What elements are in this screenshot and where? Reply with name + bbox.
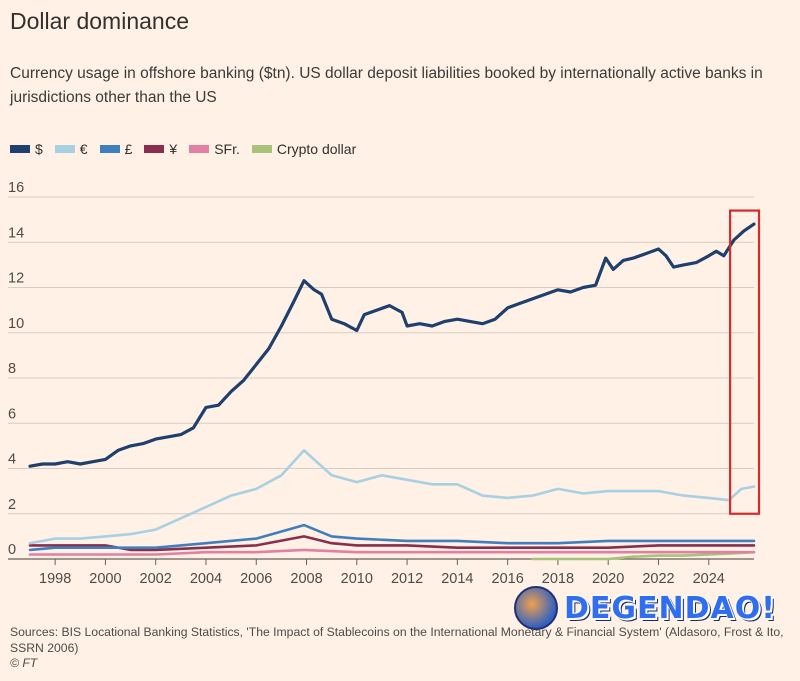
x-tick-label: 2000 (89, 571, 121, 587)
x-tick-label: 2022 (642, 571, 674, 587)
legend-swatch (144, 145, 165, 153)
legend-swatch (54, 145, 75, 153)
legend-item-crypto: Crypto dollar (251, 141, 357, 157)
x-tick-label: 2010 (341, 571, 373, 587)
legend-label: SFr. (214, 141, 240, 157)
legend-item-gbp: £ (99, 141, 133, 157)
watermark: DEGENDAO! (514, 586, 776, 630)
y-tick-label: 4 (8, 452, 16, 468)
x-tick-label: 2014 (441, 571, 473, 587)
y-tick-label: 12 (8, 271, 24, 287)
legend-label: € (79, 141, 88, 157)
series-line (28, 523, 756, 552)
source-note: Sources: BIS Locational Banking Statisti… (10, 625, 784, 655)
grid-lines (8, 196, 754, 560)
y-axis-ticks: 0 2 4 6 8 10 12 14 16 (8, 180, 24, 558)
series-line (28, 548, 756, 556)
x-tick-label: 2008 (290, 571, 322, 587)
x-tick-label: 2016 (492, 571, 524, 587)
x-tick-label: 2004 (190, 571, 222, 587)
x-tick-label: 2002 (140, 571, 172, 587)
chart-subtitle: Currency usage in offshore banking ($tn)… (10, 65, 763, 106)
legend-item-usd: $ (10, 141, 43, 157)
series-line (28, 222, 756, 468)
legend-swatch (10, 145, 30, 153)
legend: $ € £ ¥ SFr. Crypto dollar (10, 141, 368, 157)
copyright: © FT (10, 656, 38, 670)
series-lines (28, 222, 756, 561)
highlight-rect (729, 209, 761, 515)
x-axis-ticks: 1998 2000 2002 2004 2006 2008 2010 2012 2014 2016… (39, 559, 725, 587)
x-tick-label: 2012 (391, 571, 423, 587)
legend-swatch (251, 145, 272, 153)
legend-item-jpy: ¥ (144, 141, 177, 157)
watermark-text: DEGENDAO! (564, 590, 776, 626)
x-tick-label: 2024 (693, 571, 725, 587)
x-tick-label: 2006 (240, 571, 272, 587)
line-chart: 0 2 4 6 8 10 12 14 16 1998 2000 2002 2004 2006 2008 20… (8, 180, 761, 587)
highlight-box (729, 209, 761, 515)
x-tick-label: 2018 (542, 571, 574, 587)
y-tick-label: 0 (8, 542, 16, 558)
y-tick-label: 16 (8, 180, 24, 196)
legend-swatch (189, 145, 210, 153)
y-tick-label: 14 (8, 225, 24, 241)
legend-label: ¥ (169, 141, 178, 157)
y-tick-label: 2 (8, 497, 16, 513)
legend-label: Crypto dollar (276, 141, 357, 157)
chart-title: Dollar dominance (10, 8, 189, 34)
mascot-logo-icon (514, 586, 558, 630)
y-tick-label: 6 (8, 406, 16, 422)
y-tick-label: 8 (8, 361, 16, 377)
series-line (531, 550, 756, 561)
series-line (28, 535, 756, 552)
legend-label: $ (35, 141, 43, 157)
series-line (28, 449, 756, 545)
legend-item-eur: € (54, 141, 88, 157)
legend-item-chf: SFr. (189, 141, 240, 157)
y-tick-label: 10 (8, 316, 24, 332)
x-tick-label: 2020 (592, 571, 624, 587)
x-tick-label: 1998 (39, 571, 71, 587)
legend-swatch (99, 145, 120, 153)
legend-label: £ (124, 141, 133, 157)
